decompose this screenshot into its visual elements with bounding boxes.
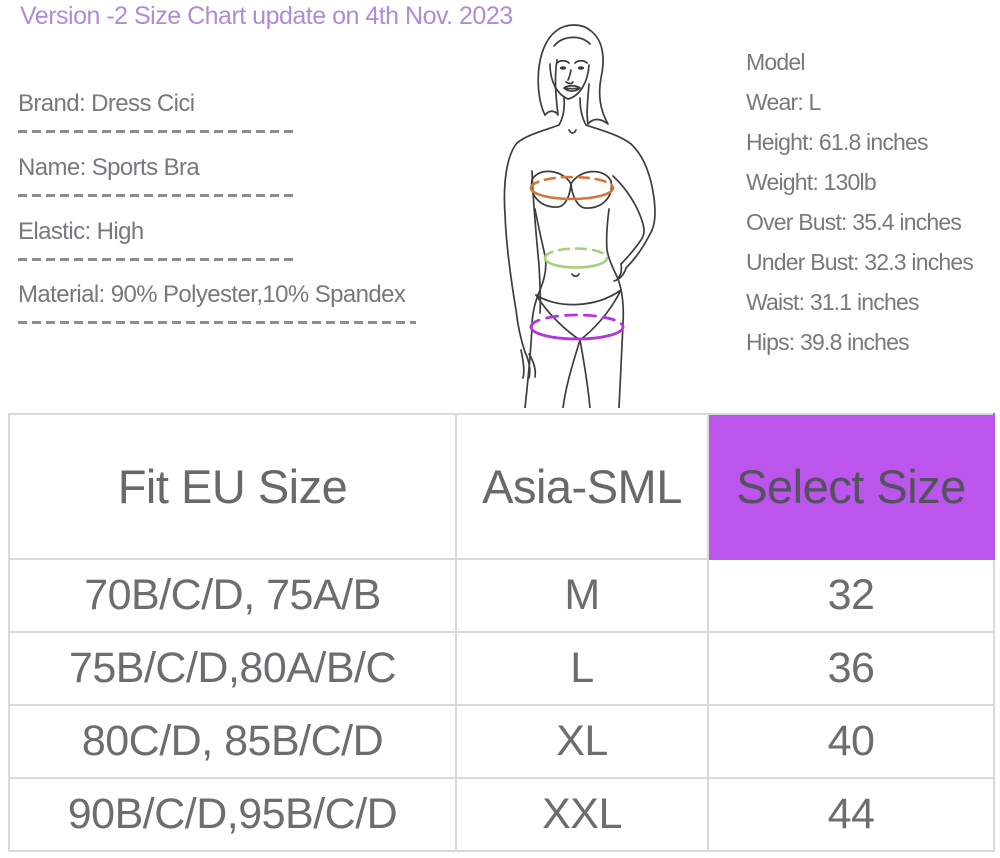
select-size-cell: 32 [707,558,995,633]
model-hips: Hips: 39.8 inches [746,329,910,355]
hips-measure-line [529,313,625,341]
page-title: Version -2 Size Chart update on 4th Nov.… [20,2,513,30]
left-eye [559,66,567,70]
product-info-elastic: Elastic: High [18,216,293,261]
table-row: 80C/D, 85B/C/D XL 40 [8,704,995,779]
model-waist: Waist: 31.1 inches [746,289,919,315]
model-over-bust: Over Bust: 35.4 inches [746,209,962,235]
body-sketch [503,24,656,408]
eu-size-cell: 90B/C/D,95B/C/D [8,777,457,852]
dashed-divider [18,130,293,133]
name-text: Name: Sports Bra [18,154,200,181]
model-figure-illustration [503,24,656,408]
elastic-text: Elastic: High [18,218,144,245]
asia-size-cell: XXL [455,777,709,852]
model-wear: Wear: L [746,89,821,115]
dashed-divider [18,321,416,324]
table-row: 70B/C/D, 75A/B M 32 [8,558,995,633]
dashed-divider [18,258,293,261]
asia-size-cell: M [455,558,709,633]
dashed-divider [18,194,293,197]
col-header-fit-eu-size: Fit EU Size [8,413,457,560]
waist-measure-line [543,247,609,269]
material-text: Material: 90% Polyester,10% Spandex [18,281,406,308]
table-row: 75B/C/D,80A/B/C L 36 [8,631,995,706]
asia-size-cell: XL [455,704,709,779]
size-table: Fit EU Size Asia-SML Select Size 70B/C/D… [8,413,995,852]
brand-text: Brand: Dress Cici [18,90,195,117]
model-heading: Model [746,49,805,75]
eu-size-cell: 80C/D, 85B/C/D [8,704,457,779]
eu-size-cell: 70B/C/D, 75A/B [8,558,457,633]
col-header-asia-sml: Asia-SML [455,413,709,560]
bust-measure-line [529,175,615,201]
product-info-name: Name: Sports Bra [18,152,293,197]
model-info: Model Wear: L Height: 61.8 inches Weight… [746,42,974,362]
model-weight: Weight: 130lb [746,169,877,195]
product-info-brand: Brand: Dress Cici [18,88,293,133]
select-size-cell: 44 [707,777,995,852]
right-eye [577,66,585,70]
product-info-material: Material: 90% Polyester,10% Spandex [18,279,416,324]
table-row: 90B/C/D,95B/C/D XXL 44 [8,777,995,852]
model-height: Height: 61.8 inches [746,129,929,155]
col-header-select-size: Select Size [707,413,995,560]
select-size-cell: 40 [707,704,995,779]
asia-size-cell: L [455,631,709,706]
eu-size-cell: 75B/C/D,80A/B/C [8,631,457,706]
select-size-cell: 36 [707,631,995,706]
model-under-bust: Under Bust: 32.3 inches [746,249,974,275]
table-header-row: Fit EU Size Asia-SML Select Size [8,413,995,560]
